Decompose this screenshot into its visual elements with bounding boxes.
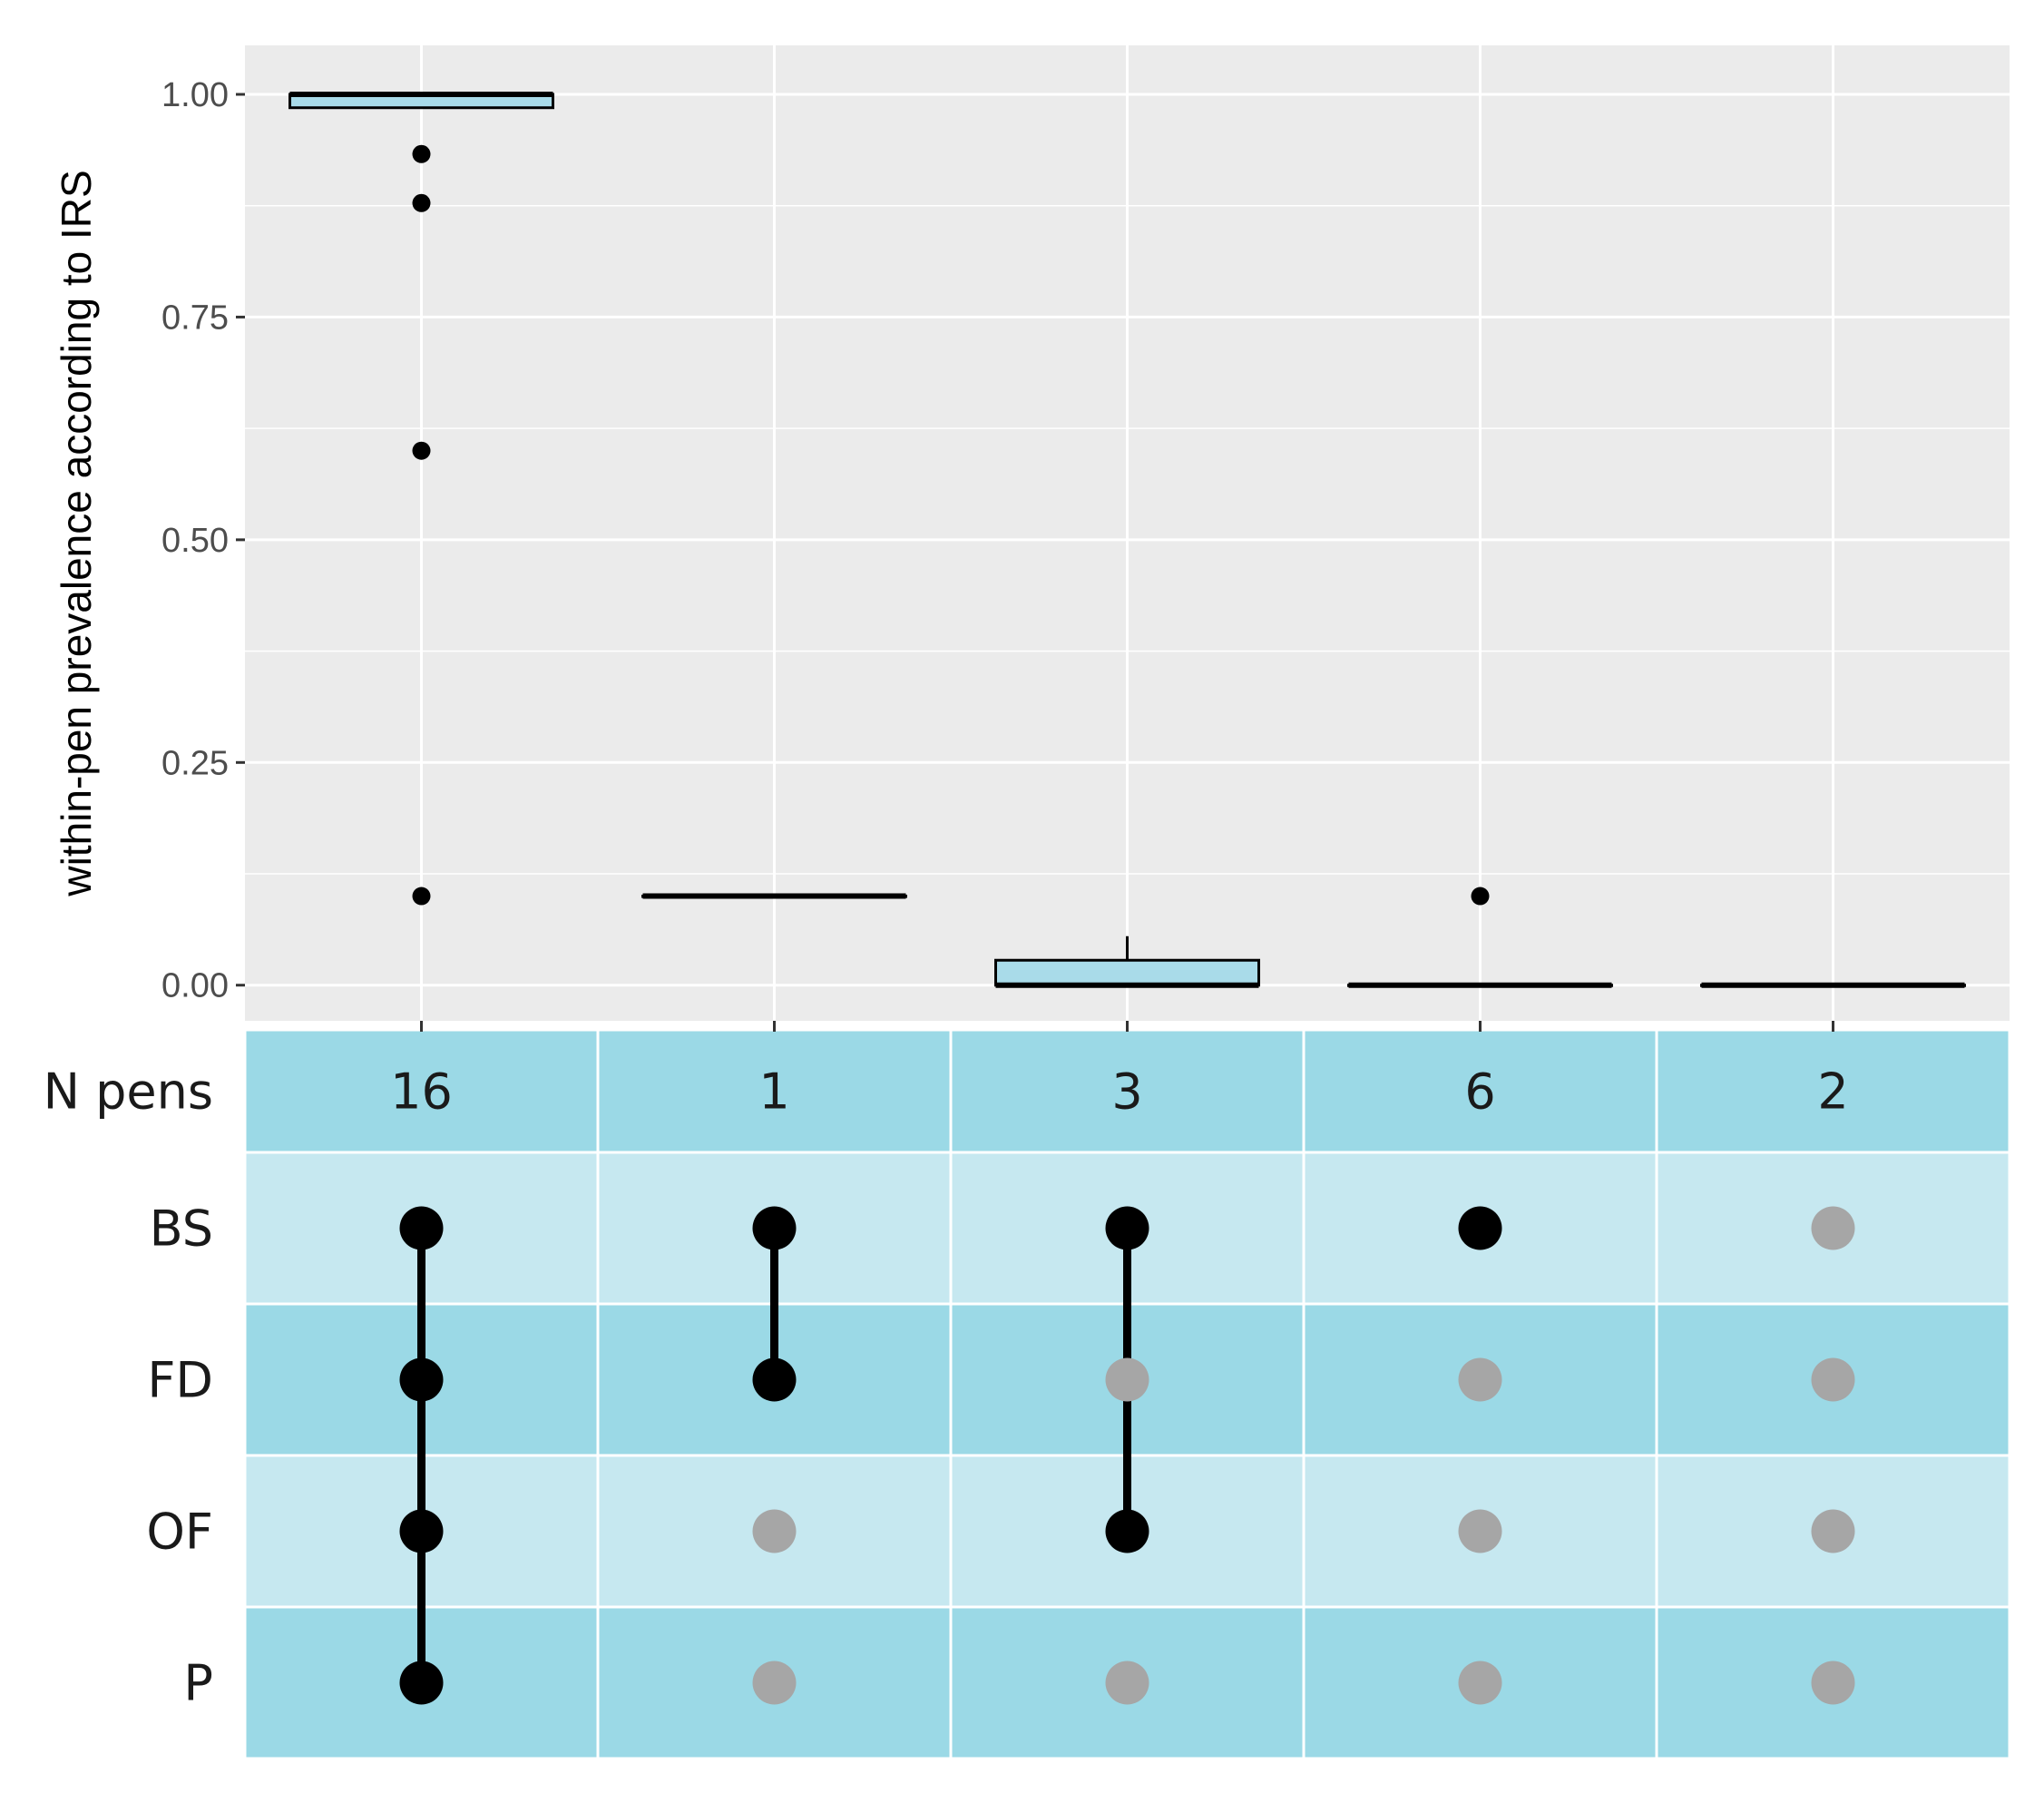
outlier-point bbox=[412, 441, 431, 460]
set-label: OF bbox=[146, 1504, 213, 1561]
boxplot-panel bbox=[245, 45, 2010, 1021]
count-value: 2 bbox=[1817, 1063, 1848, 1121]
membership-dot-filled bbox=[1458, 1206, 1502, 1250]
set-label: BS bbox=[150, 1200, 213, 1258]
set-label: P bbox=[183, 1655, 213, 1712]
y-axis-title: within-pen prevalence according to IRS bbox=[53, 170, 100, 896]
membership-dot-filled bbox=[399, 1357, 444, 1402]
membership-dot-filled bbox=[1105, 1206, 1149, 1250]
outlier-point bbox=[1471, 887, 1490, 906]
membership-dot-filled bbox=[752, 1206, 797, 1250]
y-tick-label: 1.00 bbox=[161, 76, 229, 114]
y-tick-label: 0.00 bbox=[161, 967, 229, 1005]
membership-dot-empty bbox=[1811, 1357, 1855, 1402]
count-value: 6 bbox=[1464, 1063, 1495, 1121]
membership-dot-filled bbox=[752, 1357, 797, 1402]
count-cell bbox=[1655, 1028, 2011, 1154]
membership-dot-filled bbox=[399, 1206, 444, 1250]
set-label: FD bbox=[147, 1352, 213, 1409]
y-tick-label: 0.25 bbox=[161, 744, 229, 782]
count-row-label: N pens bbox=[44, 1063, 213, 1121]
y-tick-label: 0.75 bbox=[161, 299, 229, 337]
y-tick-label: 0.50 bbox=[161, 522, 229, 560]
membership-dot-empty bbox=[1811, 1509, 1855, 1553]
count-cell bbox=[243, 1028, 600, 1154]
membership-dot-empty bbox=[1105, 1661, 1149, 1705]
axis-labels: 0.00 0.25 0.50 0.75 1.00 within-pen prevalenc… bbox=[53, 76, 1834, 1032]
membership-dot-empty bbox=[1458, 1661, 1502, 1705]
outlier-point bbox=[412, 193, 431, 212]
box bbox=[994, 958, 1260, 987]
membership-dot-empty bbox=[1105, 1357, 1149, 1402]
membership-dot-filled bbox=[399, 1509, 444, 1553]
outlier-point bbox=[412, 144, 431, 163]
count-value: 16 bbox=[390, 1063, 453, 1121]
membership-dot-filled bbox=[399, 1661, 444, 1705]
count-cell bbox=[949, 1028, 1306, 1154]
membership-dot-empty bbox=[1811, 1661, 1855, 1705]
membership-dot-empty bbox=[752, 1509, 797, 1553]
membership-dot-empty bbox=[1811, 1206, 1855, 1250]
membership-dot-empty bbox=[1458, 1509, 1502, 1553]
count-value: 1 bbox=[758, 1063, 789, 1121]
outlier-point bbox=[412, 887, 431, 906]
count-value: 3 bbox=[1111, 1063, 1142, 1121]
intersection-matrix: 16 1 3 6 2 N pens BS FD OF P bbox=[44, 1028, 2011, 1760]
membership-dot-empty bbox=[1458, 1357, 1502, 1402]
membership-dot-filled bbox=[1105, 1509, 1149, 1553]
membership-dot-empty bbox=[752, 1661, 797, 1705]
